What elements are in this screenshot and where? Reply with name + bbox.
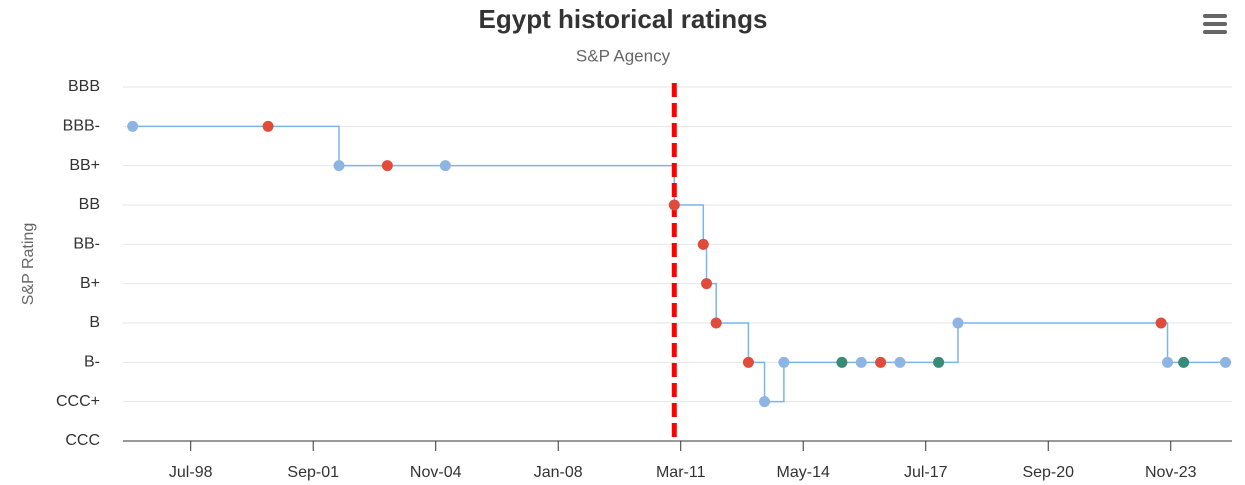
y-tick-label: B xyxy=(89,314,100,331)
chart-title: Egypt historical ratings xyxy=(479,4,768,34)
menu-bar xyxy=(1203,30,1227,34)
y-tick-label: B+ xyxy=(80,275,100,292)
menu-button[interactable] xyxy=(1203,14,1227,34)
y-tick-label: BB- xyxy=(73,236,100,253)
rating-point xyxy=(710,317,722,329)
rating-point xyxy=(439,160,451,172)
rating-point xyxy=(701,278,713,290)
y-tick-label: CCC+ xyxy=(56,393,100,410)
rating-line xyxy=(132,125,1226,403)
menu-bar xyxy=(1203,14,1227,18)
rating-point xyxy=(836,356,848,368)
rating-point xyxy=(1162,356,1174,368)
rating-point xyxy=(333,160,345,172)
rating-point xyxy=(875,356,887,368)
rating-point xyxy=(855,356,867,368)
rating-point xyxy=(742,356,754,368)
rating-point xyxy=(1178,356,1190,368)
y-tick-label: BB xyxy=(79,196,100,213)
y-tick-label: BB+ xyxy=(69,157,100,174)
x-tick-label: Jul-98 xyxy=(169,464,213,481)
x-tick-label: Jul-17 xyxy=(904,464,948,481)
rating-point xyxy=(759,396,771,408)
x-tick-label: May-14 xyxy=(777,464,830,481)
y-tick-label: B- xyxy=(84,354,100,371)
rating-point xyxy=(697,238,709,250)
x-tick-label: Sep-20 xyxy=(1022,464,1074,481)
y-tick-label: CCC xyxy=(65,432,100,449)
rating-point xyxy=(127,120,139,132)
rating-point xyxy=(381,160,393,172)
x-tick-label: Nov-04 xyxy=(410,464,462,481)
menu-bar xyxy=(1203,22,1227,26)
rating-point xyxy=(894,356,906,368)
rating-point xyxy=(262,120,274,132)
x-tick-label: Sep-01 xyxy=(287,464,339,481)
rating-point xyxy=(1220,356,1232,368)
rating-point xyxy=(668,199,680,211)
x-tick-label: Nov-23 xyxy=(1145,464,1197,481)
rating-point xyxy=(933,356,945,368)
rating-point xyxy=(778,356,790,368)
y-axis-label: S&P Rating xyxy=(20,223,37,305)
y-tick-label: BBB xyxy=(68,78,100,95)
x-tick-label: Jan-08 xyxy=(534,464,583,481)
rating-point xyxy=(952,317,964,329)
x-tick-label: Mar-11 xyxy=(656,464,706,481)
rating-point xyxy=(1155,317,1167,329)
chart-subtitle: S&P Agency xyxy=(576,46,671,65)
y-tick-label: BBB- xyxy=(63,118,100,135)
